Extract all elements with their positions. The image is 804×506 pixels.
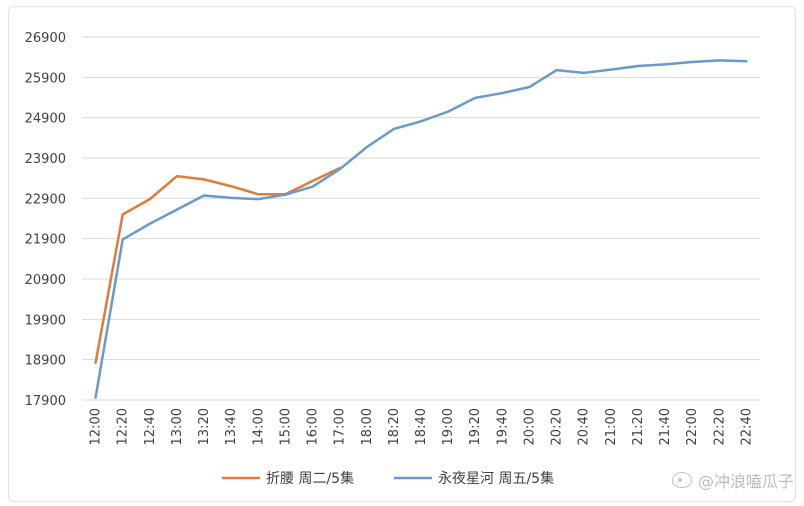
y-tick-label: 25900 [25,71,66,86]
x-tick-label: 12:20 [116,408,131,445]
x-tick-label: 12:40 [143,408,158,445]
series-line-0 [94,166,341,365]
x-tick-label: 21:20 [631,408,646,445]
y-tick-label: 17900 [25,394,66,409]
x-tick-label: 13:00 [170,408,185,445]
x-tick-label: 18:40 [414,408,429,445]
y-tick-label: 20900 [25,273,66,288]
watermark: @冲浪嗑瓜子 [671,468,794,492]
x-tick-label: 13:20 [197,408,212,445]
legend-label: 永夜星河 周五/5集 [438,470,554,487]
x-tick-label: 22:20 [712,408,727,445]
y-tick-label: 21900 [25,233,66,248]
legend: 折腰 周二/5集 永夜星河 周五/5集 [222,470,554,487]
y-tick-label: 19900 [25,313,66,328]
x-tick-label: 14:00 [251,408,266,445]
x-tick-label: 19:00 [441,408,456,445]
series-lines [94,59,748,399]
y-tick-label: 18900 [25,354,66,369]
x-tick-label: 13:40 [224,408,239,445]
x-tick-label: 12:00 [89,408,104,445]
x-tick-label: 20:00 [522,408,537,445]
y-tick-label: 22900 [25,192,66,207]
chart-frame [8,6,796,502]
x-tick-label: 21:40 [658,408,673,445]
x-tick-label: 20:40 [577,408,592,445]
watermark-text: @冲浪嗑瓜子 [697,472,794,491]
y-tick-label: 24900 [25,112,66,127]
x-tick-label: 16:00 [306,408,321,445]
x-axis-ticks: 12:00 12:20 12:40 13:00 13:20 13:40 14:00 15:00… [89,408,755,445]
weibo-icon [671,472,692,488]
gridlines [82,36,760,401]
series-line-1 [94,59,748,399]
x-tick-label: 18:20 [387,408,402,445]
x-tick-label: 21:00 [604,408,619,445]
y-tick-label: 23900 [25,152,66,167]
y-tick-label: 26900 [25,31,66,46]
x-tick-label: 22:40 [739,408,754,445]
y-axis-ticks: 17900 18900 19900 20900 21900 22900 23900 24900… [25,31,66,409]
x-tick-label: 19:20 [468,408,483,445]
x-tick-label: 17:00 [333,408,348,445]
x-tick-label: 22:00 [685,408,700,445]
x-tick-label: 19:40 [495,408,510,445]
x-tick-label: 15:00 [278,408,293,445]
legend-label: 折腰 周二/5集 [266,470,354,487]
x-tick-label: 18:00 [360,408,375,445]
x-tick-label: 20:20 [550,408,565,445]
